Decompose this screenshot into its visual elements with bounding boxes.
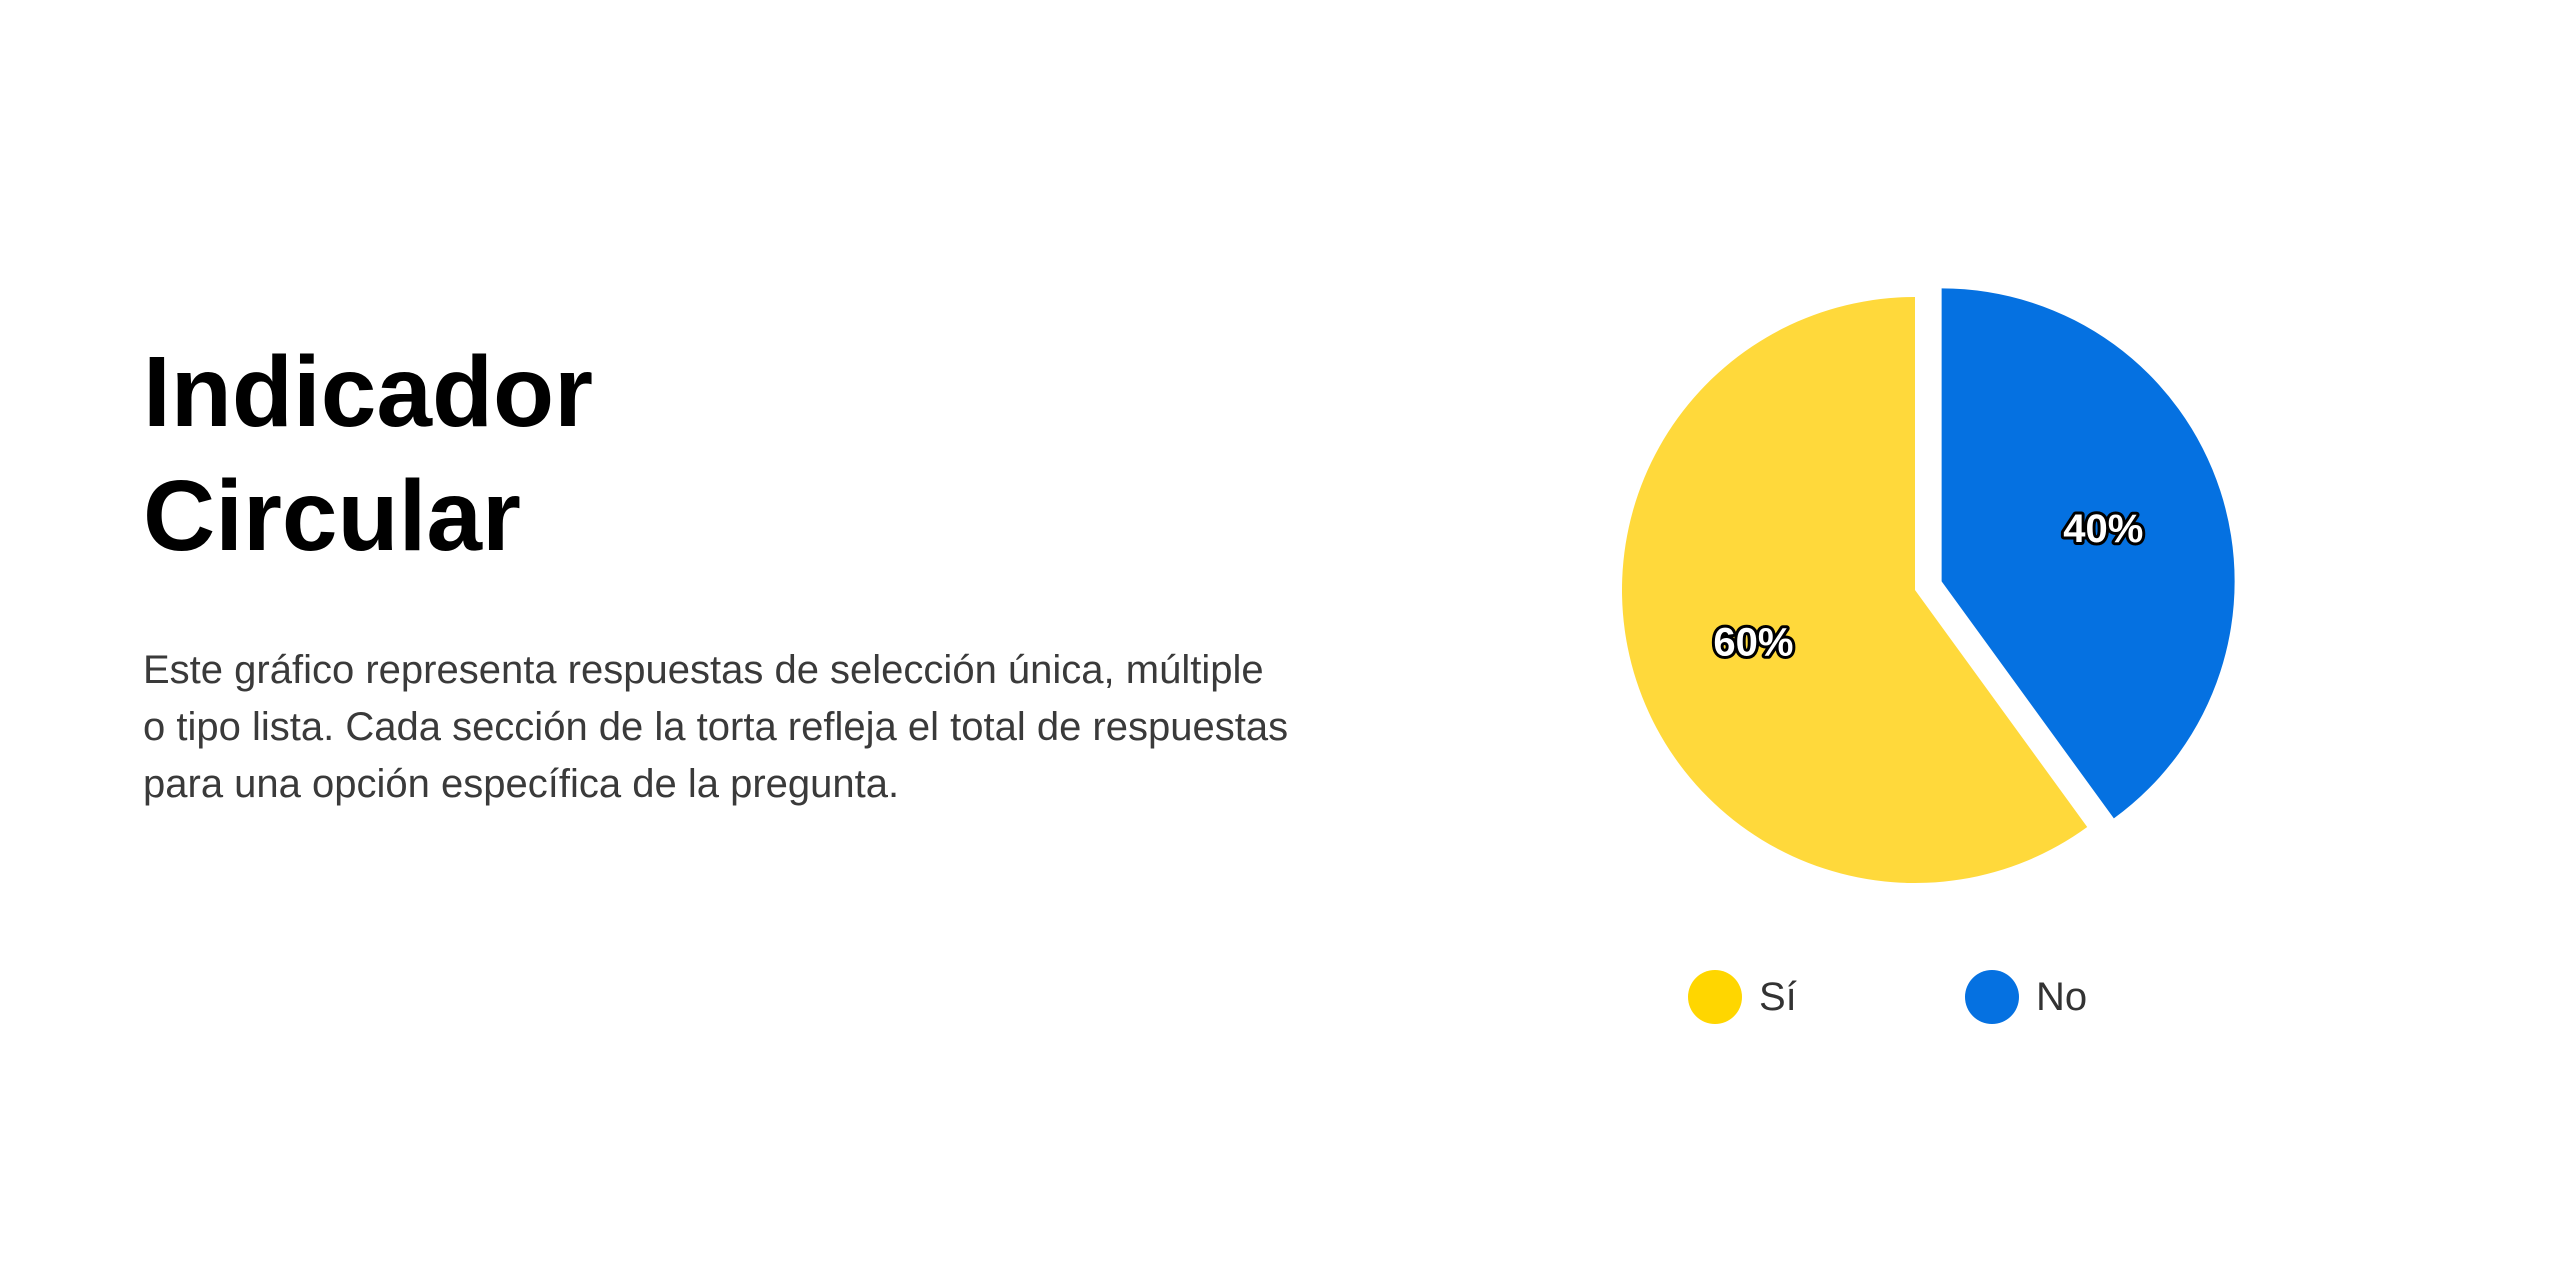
legend-marker-no xyxy=(1965,970,2019,1024)
page-title-line-2: Circular xyxy=(143,460,521,572)
pie-data-label-no: 40% xyxy=(2063,507,2143,551)
chart-description: Este gráfico representa respuestas de se… xyxy=(143,648,1289,806)
legend-label-si: Sí xyxy=(1759,975,1797,1019)
page-title-line-1: Indicador xyxy=(143,336,594,448)
legend-marker-si xyxy=(1688,970,1742,1024)
pie-chart-svg: 60% 40% Sí No xyxy=(1622,288,2235,1024)
page-title: Indicador Circular xyxy=(143,330,1043,578)
pie-data-label-si: 60% xyxy=(1713,621,1793,665)
pie-slice-si xyxy=(1622,297,2088,884)
legend-label-no: No xyxy=(2036,975,2087,1019)
pie-slice-no xyxy=(1941,288,2235,819)
pie-chart: 60% 40% Sí No xyxy=(1580,270,2280,1070)
